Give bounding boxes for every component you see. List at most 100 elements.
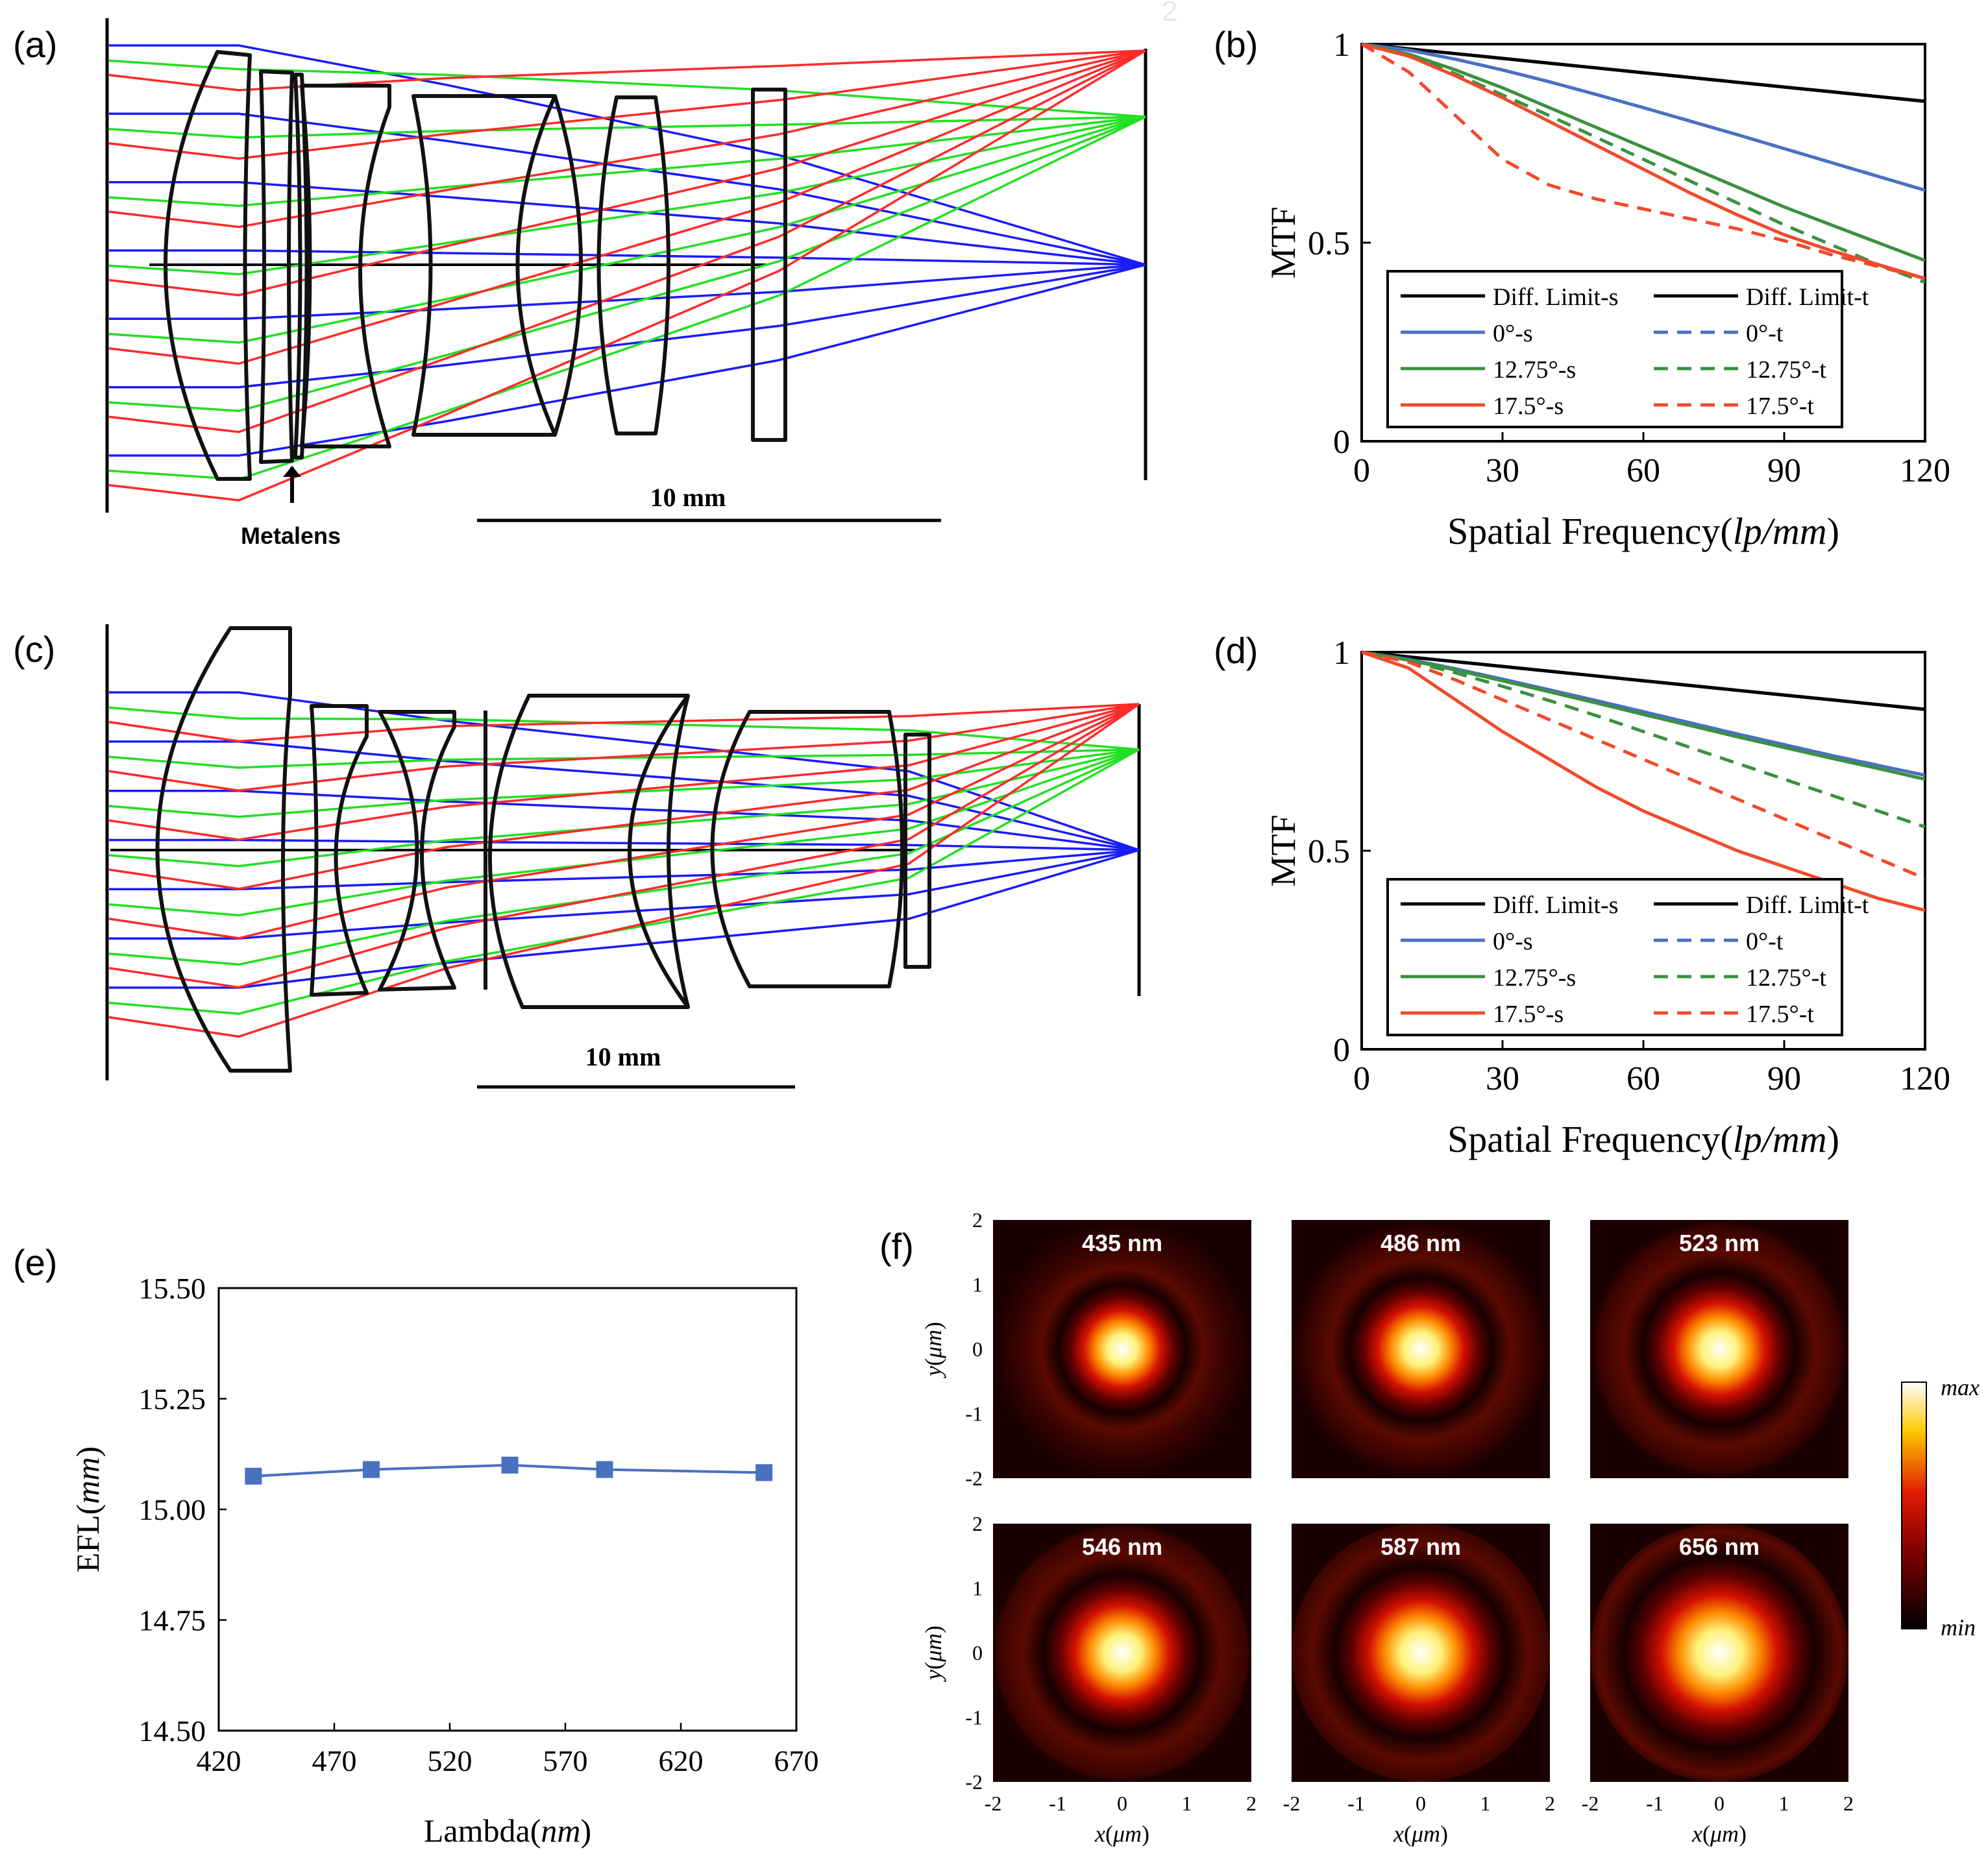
metalens-arrowhead-a [283, 466, 301, 477]
xtick-label-3: 570 [543, 1744, 588, 1777]
ytick-label-2: 1 [1333, 27, 1350, 64]
ray-blue-3 [109, 249, 1146, 266]
efl-marker-4 [755, 1464, 773, 1481]
xlabel-e-unit: nm [541, 1812, 580, 1849]
xtick-label-0: 0 [1353, 452, 1370, 489]
legend-b: Diff. Limit-s Diff. Limit-t 0°-s 0°-t 12.75°… [1386, 270, 1869, 428]
legend-label-6: 17.5°-s [1493, 393, 1564, 420]
efl-marker-2 [501, 1456, 519, 1474]
psf-ylabel-3: y(μm) [920, 1626, 946, 1682]
metalens-label: Metalens [241, 522, 341, 549]
ytick-label-0: 0 [1333, 424, 1350, 461]
psf-ytick-0-4: 2 [972, 1208, 983, 1232]
psf-map-4: 587 nm -2 -1 0 1 2 x(μm) [1283, 1524, 1555, 1847]
xtick-label-2: 60 [1626, 452, 1660, 489]
ray-blue-5 [109, 849, 1140, 940]
scale-label-c: 10 mm [585, 1042, 661, 1071]
ylabel-b: MTF [1264, 206, 1303, 278]
panel-label-a: (a) [13, 24, 57, 65]
lens-layout-a: (a) Metalens 10 mm [13, 18, 1147, 549]
legend-box-b [1386, 270, 1843, 428]
ray-green-6 [108, 748, 1140, 1015]
xlabel-d-main: Spatial Frequency( [1447, 1118, 1733, 1160]
legend-label-3: 0°-t [1746, 320, 1784, 347]
ytick-label-0: 14.50 [139, 1714, 206, 1748]
mtf-chart-d: (d) 0 30 60 90 120 0 0.5 1 MTF Spatial Frequen… [1214, 630, 1950, 1160]
series-b [1360, 42, 1926, 284]
psf-ytick-3-3: 1 [972, 1577, 983, 1600]
psf-label-3: 546 nm [1082, 1533, 1162, 1560]
ray-red-5 [108, 703, 1140, 989]
psf-spot-4 [1292, 1524, 1550, 1782]
ytick-label-1: 0.5 [1308, 225, 1350, 262]
legend-label-4: 12.75°-s [1493, 356, 1576, 384]
legend-label-1: Diff. Limit-t [1746, 892, 1869, 919]
ray-green-3 [108, 748, 1140, 868]
series-line-6 [1361, 650, 1926, 912]
xlabel-b-end: ) [1827, 510, 1839, 552]
legend-label-0: Diff. Limit-s [1493, 892, 1619, 919]
xlabel-e: Lambda(nm) [424, 1812, 591, 1849]
psf-spot-3 [993, 1524, 1251, 1782]
series-line-5 [1361, 42, 1926, 284]
ytick-label-3: 15.25 [139, 1383, 206, 1416]
mtf-chart-b: (b) 0 30 60 90 120 00.51 MTF Spatial Frequen… [1214, 24, 1950, 552]
ray-blue-1 [109, 112, 1146, 266]
ylabel-e-main: EFL( [69, 1504, 106, 1573]
colorbar [1901, 1382, 1927, 1629]
psf-xtick-5-1: -1 [1646, 1792, 1663, 1815]
panel-label-f: (f) [879, 1226, 914, 1267]
series-line-7 [1360, 42, 1926, 280]
xlabel-b-unit: lp/mm [1733, 510, 1827, 552]
psf-xtick-5-0: -2 [1582, 1792, 1599, 1815]
legend-label-1: Diff. Limit-t [1746, 284, 1869, 311]
lens-layout-c: (c) 10 mm [13, 624, 1141, 1089]
psf-xtick-3-3: 1 [1182, 1792, 1192, 1815]
ray-blue-6 [109, 263, 1146, 457]
ray-blue-2 [109, 789, 1140, 851]
ray-fan-a [108, 44, 1146, 502]
psf-spot-1 [1292, 1220, 1550, 1478]
psf-xtick-3-4: 2 [1246, 1792, 1257, 1815]
ray-red-4 [108, 703, 1140, 940]
lens-c4-cement [628, 694, 690, 1008]
series-line-3 [1361, 42, 1926, 192]
ray-red-0 [108, 49, 1146, 91]
psf-spot-2 [1590, 1220, 1848, 1478]
psf-label-2: 523 nm [1679, 1230, 1760, 1256]
ray-green-0 [108, 706, 1140, 751]
psf-map-2: 523 nm [1590, 1220, 1848, 1478]
psf-map-5: 656 nm -2 -1 0 1 2 x(μm) [1582, 1524, 1854, 1847]
psf-xtick-4-4: 2 [1545, 1792, 1555, 1815]
ray-blue-3 [109, 838, 1140, 851]
psf-grid: 435 nm -2 -1 0 1 2 y(μm) 486 nm 523 nm 546 nm -2 -1… [920, 1208, 1854, 1847]
xlabel-d-unit: lp/mm [1733, 1118, 1827, 1160]
ray-blue-0 [109, 44, 1146, 266]
psf-xlabel-4: x(μm) [1393, 1821, 1448, 1847]
ray-blue-5 [109, 263, 1146, 389]
series-line-4 [1361, 42, 1926, 262]
ray-green-3 [108, 116, 1146, 276]
ytick-label-1: 14.75 [139, 1604, 206, 1637]
series-e [245, 1456, 773, 1485]
series-line-5 [1361, 650, 1926, 829]
xtick-label-4: 120 [1900, 452, 1950, 489]
psf-ytick-0-3: 1 [972, 1273, 983, 1297]
stray-mark: 2 [1162, 0, 1177, 27]
scale-label-a: 10 mm [650, 483, 726, 512]
legend-label-2: 0°-s [1493, 320, 1533, 347]
legend-label-6: 17.5°-s [1493, 1001, 1564, 1028]
psf-label-4: 587 nm [1381, 1533, 1461, 1560]
xtick-label-0: 420 [197, 1744, 241, 1777]
panel-label-c: (c) [13, 629, 55, 670]
legend-label-7: 17.5°-t [1746, 393, 1814, 420]
psf-spot-0 [993, 1220, 1251, 1478]
psf-ytick-0-0: -2 [965, 1467, 983, 1490]
xticks-d: 0 30 60 90 120 [1353, 1040, 1950, 1097]
legend-label-5: 12.75°-t [1746, 356, 1826, 384]
psf-xtick-5-3: 1 [1779, 1792, 1789, 1815]
psf-ytick-3-2: 0 [972, 1641, 983, 1664]
xlabel-e-main: Lambda( [424, 1812, 541, 1849]
xlabel-e-end: ) [580, 1812, 591, 1849]
ylabel-e-unit: mm [69, 1457, 106, 1504]
